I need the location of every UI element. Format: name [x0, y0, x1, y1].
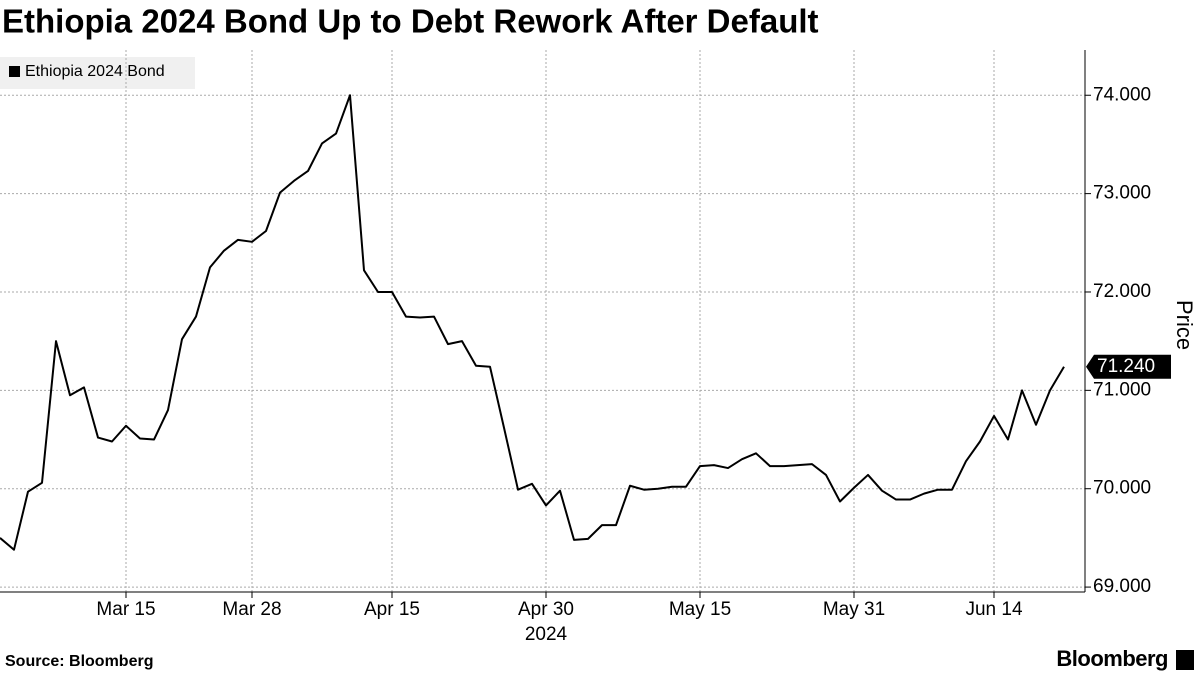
value-label-box [1086, 354, 1171, 379]
y-tick-label: 71.000 [1093, 379, 1151, 400]
chart-title: Ethiopia 2024 Bond Up to Debt Rework Aft… [2, 3, 819, 40]
y-tick-label: 69.000 [1093, 576, 1151, 597]
y-tick-label: 70.000 [1093, 478, 1151, 499]
x-tick-label: Mar 28 [222, 599, 281, 620]
x-tick-label: May 31 [823, 599, 885, 620]
x-tick-label: Jun 14 [965, 599, 1022, 620]
legend-box [0, 57, 195, 89]
x-tick-label: Apr 30 [518, 599, 574, 620]
legend-swatch [9, 66, 20, 77]
x-tick-label: Apr 15 [364, 599, 420, 620]
y-axis-label: Price [1172, 300, 1197, 350]
x-tick-label: May 15 [669, 599, 731, 620]
y-tick-label: 72.000 [1093, 281, 1151, 302]
brand: Bloomberg [1056, 646, 1168, 671]
y-tick-label: 73.000 [1093, 183, 1151, 204]
brand-icon [1176, 650, 1194, 670]
source: Source: Bloomberg [5, 653, 153, 670]
legend-label: Ethiopia 2024 Bond [25, 63, 165, 80]
x-year-label: 2024 [525, 624, 568, 645]
line [0, 94, 1065, 551]
value-label: 71.240 [1097, 356, 1155, 377]
y-tick-label: 74.000 [1093, 84, 1151, 105]
x-tick-label: Mar 15 [96, 599, 155, 620]
